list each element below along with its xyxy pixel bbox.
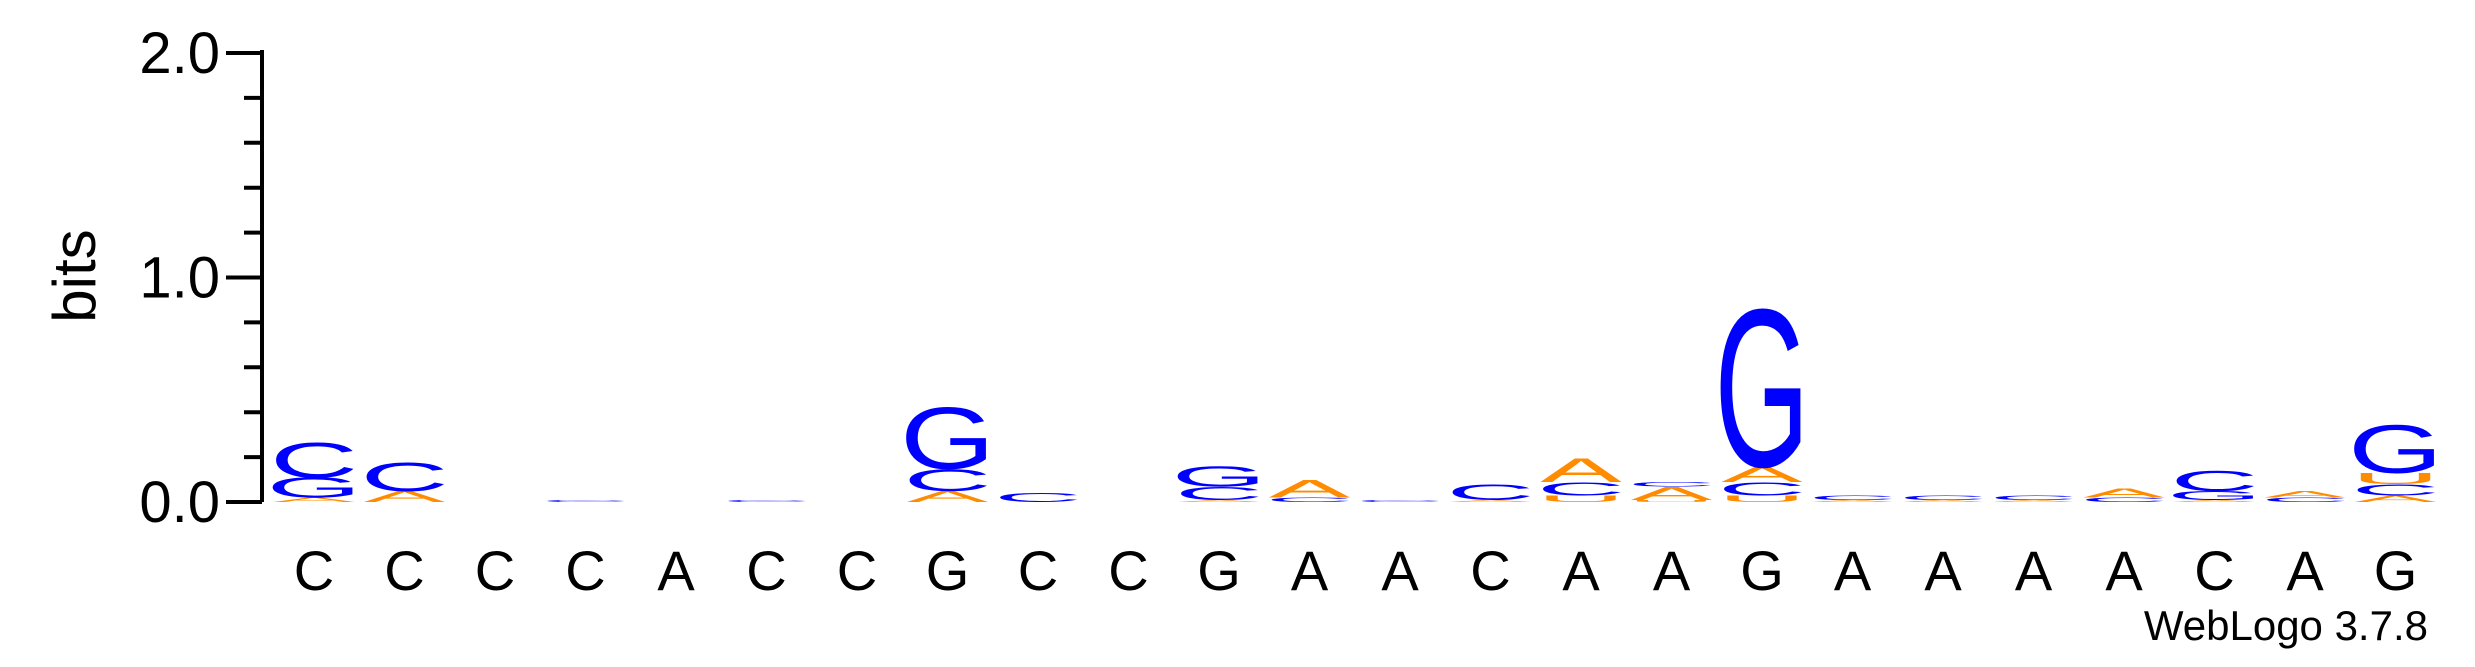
- x-tick-label: C: [475, 539, 515, 602]
- logo-letter-a: A: [1902, 499, 1984, 502]
- logo-letter-g: G: [1714, 263, 1809, 514]
- logo-letter-g: G: [2167, 488, 2262, 502]
- logo-letter-c: C: [2080, 496, 2168, 503]
- logo-letter-a: A: [364, 488, 446, 505]
- logo-letter-u: U: [1537, 494, 1625, 504]
- logo-letter-c: C: [994, 491, 1082, 505]
- logo-letter-a: A: [1721, 462, 1803, 486]
- logo-letter-g: G: [2348, 411, 2443, 488]
- logo-letter-c: C: [1808, 494, 1896, 501]
- logo-letter-c: C: [2351, 481, 2439, 498]
- logo-letter-a: A: [1631, 483, 1713, 504]
- logo-letter-c: C: [360, 455, 448, 500]
- weblogo-credit: WebLogo 3.7.8: [2144, 602, 2428, 649]
- logo-letter-c: C: [722, 499, 810, 502]
- x-tick-label: C: [837, 539, 877, 602]
- y-tick-layer: 0.0 1.0 2.0: [139, 21, 262, 535]
- x-tick-label: A: [657, 539, 695, 602]
- y-tick-label: 1.0: [139, 246, 220, 311]
- logo-letter-c: C: [2261, 496, 2349, 503]
- x-tick-label: G: [1740, 539, 1784, 602]
- x-tick-label: A: [2015, 539, 2053, 602]
- logo-letter-c: C: [541, 499, 629, 502]
- logo-letter-a: A: [1993, 499, 2075, 502]
- x-tick-label: G: [926, 539, 970, 602]
- logo-letter-c: C: [270, 432, 358, 488]
- x-tick-label: C: [2194, 539, 2234, 602]
- logo-letter-c: C: [2170, 465, 2258, 496]
- x-tick-label: C: [294, 539, 334, 602]
- logo-letter-c: C: [1627, 481, 1715, 488]
- x-tick-label: A: [1562, 539, 1600, 602]
- x-tick-label: A: [1291, 539, 1329, 602]
- x-tick-label: G: [2374, 539, 2418, 602]
- x-tick-label: C: [1470, 539, 1510, 602]
- logo-letter-a: A: [907, 488, 989, 505]
- logo-letter-a: A: [2174, 499, 2256, 502]
- logo-letter-g: G: [266, 472, 361, 503]
- logo-letter-a: A: [1540, 451, 1622, 489]
- logo-letter-c: C: [1899, 494, 1987, 501]
- logo-letter-g: G: [900, 389, 995, 487]
- logo-letter-g: G: [1171, 461, 1266, 492]
- logo-letter-a: A: [2083, 486, 2165, 500]
- logo-letter-a: A: [1450, 499, 1532, 502]
- x-tick-label: A: [2286, 539, 2324, 602]
- logo-letter-c: C: [1175, 483, 1263, 504]
- y-tick-label: 0.0: [139, 470, 220, 535]
- x-tick-label: C: [565, 539, 605, 602]
- x-tick-label: C: [384, 539, 424, 602]
- logo-letter-a: A: [1812, 499, 1894, 502]
- logo-letter-a: A: [2355, 494, 2437, 504]
- logo-letter-u: U: [2351, 470, 2439, 487]
- x-tick-label: G: [1197, 539, 1241, 602]
- logo-letter-c: C: [1446, 480, 1534, 504]
- logo-letter-c: C: [1356, 499, 1444, 502]
- x-tick-label: A: [1381, 539, 1419, 602]
- x-tick-label: A: [1653, 539, 1691, 602]
- logo-letter-c: C: [1989, 494, 2077, 501]
- logo-letter-c: C: [1265, 496, 1353, 503]
- logo-letter-a: A: [273, 496, 355, 503]
- logo-letter-a: A: [1178, 499, 1260, 502]
- x-tick-label: A: [1834, 539, 1872, 602]
- x-tick-label: A: [1924, 539, 1962, 602]
- logo-letter-c: C: [1537, 478, 1625, 499]
- logo-letter-c: C: [1718, 478, 1806, 499]
- logo-letter-u: U: [1627, 499, 1715, 502]
- logo-letter-c: C: [903, 462, 991, 497]
- x-tick-label: C: [1018, 539, 1058, 602]
- x-tick-label: A: [2105, 539, 2143, 602]
- logo-letter-u: U: [1718, 494, 1806, 504]
- logo-letter-a: A: [1269, 475, 1351, 503]
- y-tick-label: 2.0: [139, 21, 220, 86]
- logo-letter-a: A: [2264, 489, 2346, 499]
- y-axis-title: bits: [41, 229, 108, 322]
- x-tick-label: C: [1108, 539, 1148, 602]
- x-tick-label: C: [746, 539, 786, 602]
